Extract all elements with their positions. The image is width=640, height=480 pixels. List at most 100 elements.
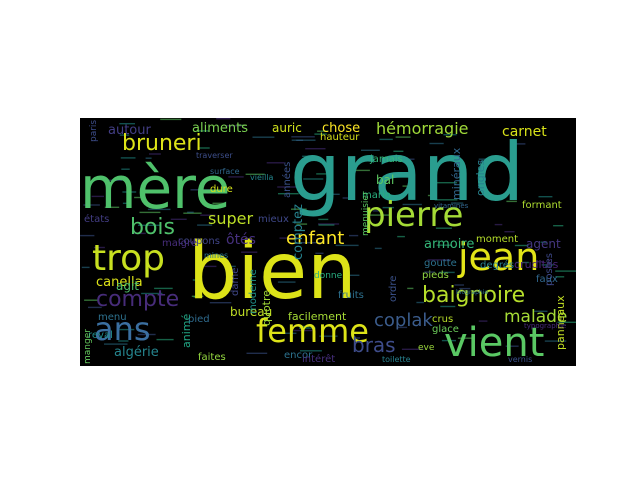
tiny-word-mark bbox=[395, 136, 411, 138]
tiny-word-mark bbox=[506, 200, 517, 203]
tiny-word-mark bbox=[429, 142, 444, 145]
background-small-words bbox=[80, 118, 576, 354]
word-formant: formant bbox=[522, 200, 562, 211]
tiny-word-mark bbox=[202, 265, 217, 268]
word-hauteur: hauteur bbox=[320, 132, 360, 143]
tiny-word-mark bbox=[141, 292, 163, 295]
word-chose: chose bbox=[322, 121, 360, 136]
tiny-word-mark bbox=[137, 333, 156, 336]
tiny-word-mark bbox=[314, 133, 327, 135]
tiny-word-mark bbox=[451, 202, 464, 204]
tiny-word-mark bbox=[293, 329, 313, 332]
word-surface: surface bbox=[210, 167, 240, 176]
word-manger: manger bbox=[83, 329, 93, 364]
tiny-word-mark bbox=[117, 328, 135, 331]
word-mineraux: minéraux bbox=[450, 147, 463, 200]
word-moment: moment bbox=[476, 234, 518, 245]
word-ongles: ongles bbox=[474, 159, 487, 196]
tiny-word-mark bbox=[544, 340, 567, 342]
word-bal: bal bbox=[376, 173, 394, 187]
tiny-word-mark bbox=[443, 134, 457, 136]
word-armoire: armoire bbox=[424, 237, 474, 252]
word-super: super bbox=[208, 209, 253, 228]
tiny-word-mark bbox=[154, 287, 173, 290]
word-quotre: quotre bbox=[260, 290, 273, 326]
word-bois: bois bbox=[130, 215, 175, 240]
tiny-word-mark bbox=[346, 274, 360, 276]
word-reval: reval bbox=[88, 330, 113, 341]
tiny-word-mark bbox=[122, 202, 131, 204]
tiny-word-mark bbox=[245, 173, 265, 175]
tiny-word-mark bbox=[183, 212, 202, 214]
tiny-word-mark bbox=[252, 136, 275, 138]
tiny-word-mark bbox=[538, 196, 553, 198]
tiny-word-mark bbox=[83, 204, 100, 206]
tiny-word-mark bbox=[238, 124, 246, 126]
word-pieds: pieds bbox=[422, 270, 449, 281]
tiny-word-mark bbox=[104, 343, 128, 345]
tiny-word-mark bbox=[441, 339, 456, 342]
tiny-word-mark bbox=[454, 284, 464, 286]
word-vitamines: vitamines bbox=[434, 202, 469, 210]
tiny-word-mark bbox=[149, 153, 161, 155]
tiny-word-mark bbox=[401, 348, 424, 350]
word-toilette: toilette bbox=[382, 355, 411, 364]
word-agent: agent bbox=[526, 237, 561, 251]
word-glace: glace bbox=[432, 324, 459, 335]
word-biographie: biographie bbox=[456, 289, 488, 296]
word-coplak: coplak bbox=[374, 310, 433, 331]
tiny-word-mark bbox=[121, 168, 130, 170]
word-ordre: ordre bbox=[388, 276, 399, 302]
word-compte: compte bbox=[96, 287, 179, 312]
tiny-word-mark bbox=[266, 162, 285, 164]
word-bureau: bureau bbox=[230, 305, 272, 319]
word-menu: menu bbox=[98, 312, 127, 323]
tiny-word-mark bbox=[81, 266, 90, 269]
tiny-word-mark bbox=[553, 225, 564, 227]
word-aliments: aliments bbox=[192, 121, 248, 136]
tiny-word-mark bbox=[277, 186, 298, 188]
tiny-word-mark bbox=[278, 193, 299, 195]
tiny-word-mark bbox=[197, 224, 213, 226]
tiny-word-mark bbox=[104, 206, 120, 208]
word-trop: trop bbox=[92, 238, 165, 279]
tiny-word-mark bbox=[216, 118, 231, 120]
word-mario: mario bbox=[362, 190, 391, 201]
tiny-word-mark bbox=[246, 352, 268, 354]
word-dame: dame bbox=[230, 268, 241, 296]
tiny-word-mark bbox=[318, 218, 329, 221]
tiny-word-mark bbox=[93, 246, 105, 249]
word-malade: malade bbox=[504, 307, 567, 327]
tiny-word-mark bbox=[122, 191, 137, 193]
tiny-word-mark bbox=[107, 179, 123, 181]
tiny-word-mark bbox=[504, 231, 515, 233]
tiny-word-mark bbox=[424, 271, 435, 273]
word-dure: dure bbox=[210, 184, 233, 195]
tiny-word-mark bbox=[505, 345, 519, 347]
word-coupons: coupons bbox=[178, 236, 220, 247]
word-femme: femme bbox=[256, 312, 369, 350]
word-jean: jean bbox=[457, 235, 539, 279]
tiny-word-mark bbox=[397, 326, 408, 329]
word-agit: agit bbox=[116, 279, 139, 293]
tiny-word-mark bbox=[382, 206, 394, 209]
tiny-word-mark bbox=[402, 203, 422, 206]
tiny-word-mark bbox=[296, 223, 308, 225]
tiny-word-mark bbox=[478, 160, 491, 163]
tiny-word-mark bbox=[316, 173, 334, 175]
word-cloud-image: bien grand mère pierre jean vient femme … bbox=[80, 118, 576, 366]
tiny-word-mark bbox=[291, 208, 307, 210]
word-baignoire: baignoire bbox=[422, 283, 525, 308]
tiny-word-mark bbox=[291, 136, 315, 138]
tiny-word-mark bbox=[515, 261, 529, 264]
word-mere: mère bbox=[80, 154, 230, 222]
tiny-word-mark bbox=[119, 123, 135, 125]
word-paris: paris bbox=[89, 120, 99, 142]
tiny-word-mark bbox=[361, 149, 380, 151]
word-bruneri: bruneri bbox=[122, 131, 202, 156]
word-crudites: crudités bbox=[514, 258, 559, 271]
word-faux: faux bbox=[536, 274, 558, 285]
tiny-word-mark bbox=[191, 295, 204, 297]
word-cloud-svg: bien grand mère pierre jean vient femme … bbox=[80, 118, 576, 366]
